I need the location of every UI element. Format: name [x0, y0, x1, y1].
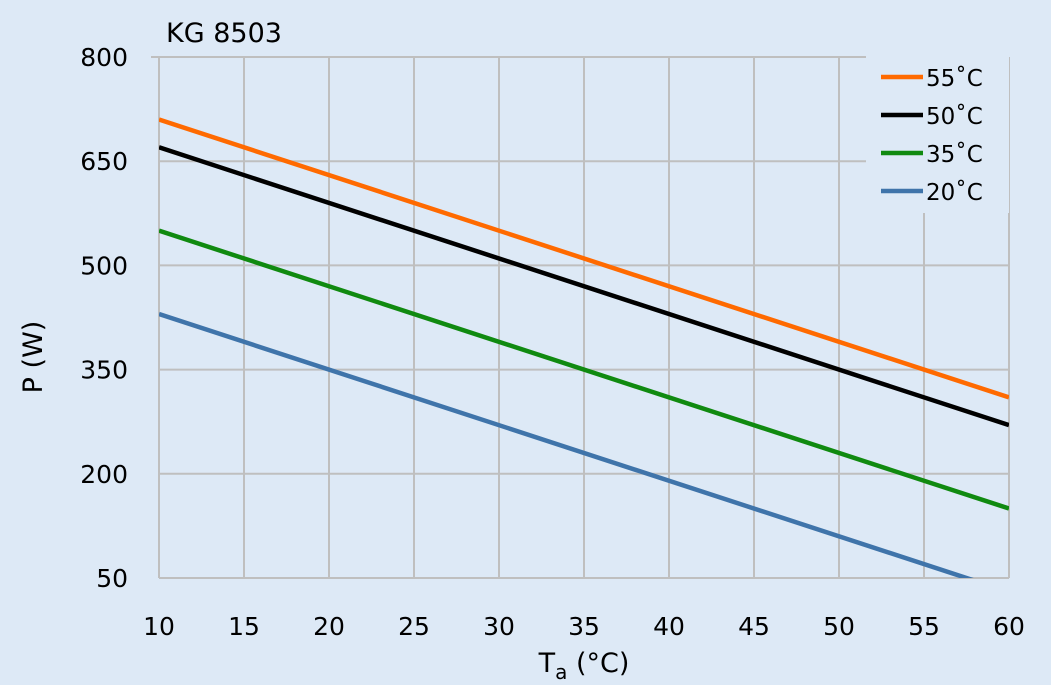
x-tick-labels: 10 15 20 25 30 35 40 45 50 55 60 [143, 612, 1025, 641]
y-axis-label: P (W) [18, 321, 49, 394]
x-tick-label: 60 [993, 612, 1025, 641]
legend-label: 50˚C [926, 103, 983, 130]
y-tick-label: 650 [80, 147, 128, 176]
x-tick-label: 55 [908, 612, 940, 641]
y-tick-label: 50 [96, 564, 128, 593]
y-tick-label: 350 [80, 356, 128, 385]
x-tick-label: 45 [738, 612, 770, 641]
legend-label: 35˚C [926, 141, 983, 168]
y-tick-label: 500 [80, 251, 128, 280]
x-tick-label: 50 [823, 612, 855, 641]
legend-label: 55˚C [926, 65, 983, 92]
chart-title: KG 8503 [166, 18, 282, 49]
series-line-35c [159, 228, 1009, 511]
x-tick-label: 40 [653, 612, 685, 641]
legend-label: 20˚C [926, 179, 983, 206]
x-tick-label: 35 [568, 612, 600, 641]
x-tick-label: 20 [313, 612, 345, 641]
x-axis-label-unit: (°C) [567, 648, 629, 679]
legend: 55˚C 50˚C 35˚C 20˚C [866, 55, 1009, 213]
y-tick-label: 800 [80, 43, 128, 72]
x-tick-label: 15 [228, 612, 260, 641]
x-tick-label: 10 [143, 612, 175, 641]
x-axis-label: Ta (°C) [538, 648, 630, 684]
x-tick-label: 25 [398, 612, 430, 641]
y-tick-labels: 50 200 350 500 650 800 [80, 43, 128, 593]
series-line-20c [159, 311, 974, 578]
series-line-55c [159, 117, 1009, 400]
y-tick-label: 200 [80, 460, 128, 489]
x-axis-label-main: T [538, 648, 556, 679]
legend-background [866, 55, 1009, 213]
x-tick-label: 30 [483, 612, 515, 641]
series-lines [159, 117, 1009, 578]
series-line-50c [159, 145, 1009, 428]
x-axis-label-subscript: a [555, 660, 567, 684]
